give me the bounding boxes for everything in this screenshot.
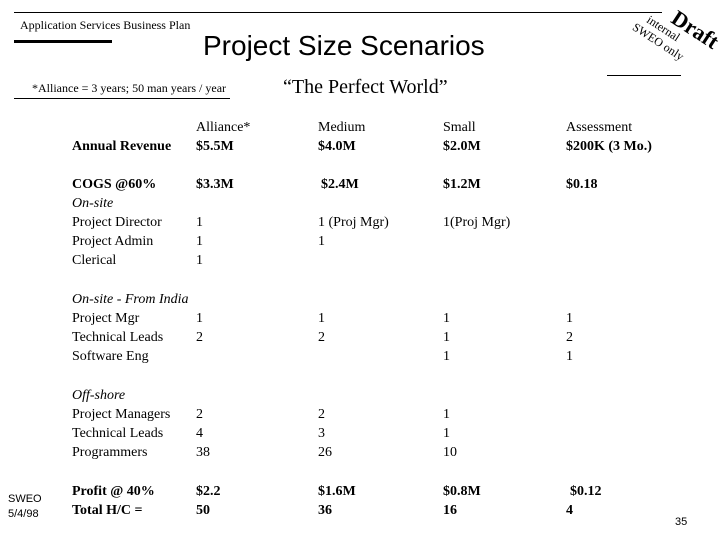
revenue-assessment: $200K (3 Mo.) (566, 139, 652, 154)
offshore-row-medium: 3 (318, 426, 325, 441)
onsite-row-small: 1(Proj Mgr) (443, 215, 511, 230)
stamp-rule (607, 75, 681, 76)
offshore-row-label: Technical Leads (72, 426, 164, 441)
headcount-label: Total H/C = (72, 503, 143, 518)
cogs-alliance: $3.3M (196, 177, 234, 192)
page-subtitle: “The Perfect World” (283, 76, 448, 98)
page-title: Project Size Scenarios (203, 30, 485, 61)
headcount-assessment: 4 (566, 503, 573, 518)
india-row-medium: 2 (318, 330, 325, 345)
onsite-row-alliance: 1 (196, 234, 203, 249)
onsite-row-medium: 1 (318, 234, 325, 249)
india-row-label: Technical Leads (72, 330, 164, 345)
offshore-row-alliance: 2 (196, 407, 203, 422)
alliance-note-rule (14, 98, 230, 99)
cogs-medium: $2.4M (321, 177, 359, 192)
header-underbar (14, 40, 112, 43)
profit-medium: $1.6M (318, 484, 356, 499)
offshore-row-alliance: 4 (196, 426, 203, 441)
footer-date: 5/4/98 (8, 508, 39, 520)
offshore-heading: Off-shore (72, 388, 126, 403)
profit-alliance: $2.2 (196, 484, 221, 499)
cogs-assessment: $0.18 (566, 177, 598, 192)
top-rule (14, 12, 662, 13)
column-header-alliance: Alliance* (196, 120, 251, 135)
offshore-row-label: Programmers (72, 445, 148, 460)
footer-org: SWEO (8, 493, 42, 505)
onsite-heading: On-site (72, 196, 114, 211)
india-row-assessment: 2 (566, 330, 573, 345)
offshore-row-medium: 26 (318, 445, 332, 460)
onsite-row-medium: 1 (Proj Mgr) (318, 215, 389, 230)
business-plan-label: Application Services Business Plan (20, 18, 191, 32)
alliance-note: *Alliance = 3 years; 50 man years / year (32, 81, 227, 95)
offshore-row-small: 10 (443, 445, 457, 460)
onsite-row-alliance: 1 (196, 215, 203, 230)
onsite-row-alliance: 1 (196, 253, 203, 268)
revenue-small: $2.0M (443, 139, 481, 154)
offshore-row-medium: 2 (318, 407, 325, 422)
india-row-assessment: 1 (566, 349, 573, 364)
onsite-row-label: Project Director (72, 215, 162, 230)
offshore-row-small: 1 (443, 407, 450, 422)
headcount-small: 16 (443, 503, 457, 518)
footer-org-date: SWEO 5/4/98 (8, 492, 42, 522)
india-row-small: 1 (443, 349, 450, 364)
offshore-row-small: 1 (443, 426, 450, 441)
india-heading: On-site - From India (72, 292, 189, 307)
offshore-row-alliance: 38 (196, 445, 210, 460)
cogs-label: COGS @60% (72, 177, 157, 192)
column-header-medium: Medium (318, 120, 366, 135)
column-header-assessment: Assessment (566, 120, 633, 135)
revenue-alliance: $5.5M (196, 139, 234, 154)
india-row-alliance: 1 (196, 311, 203, 326)
india-row-small: 1 (443, 330, 450, 345)
revenue-medium: $4.0M (318, 139, 356, 154)
page-number: 35 (675, 516, 688, 528)
india-row-medium: 1 (318, 311, 325, 326)
offshore-row-label: Project Managers (72, 407, 171, 422)
draft-stamp: Draft internal SWEO only (606, 0, 720, 107)
profit-assessment: $0.12 (570, 484, 602, 499)
headcount-alliance: 50 (196, 503, 210, 518)
onsite-row-label: Clerical (72, 253, 117, 268)
india-row-label: Software Eng (72, 349, 149, 364)
india-row-assessment: 1 (566, 311, 573, 326)
india-row-small: 1 (443, 311, 450, 326)
profit-label: Profit @ 40% (72, 484, 155, 499)
india-row-label: Project Mgr (72, 311, 140, 326)
onsite-row-label: Project Admin (72, 234, 154, 249)
column-header-small: Small (443, 120, 476, 135)
headcount-medium: 36 (318, 503, 332, 518)
india-row-alliance: 2 (196, 330, 203, 345)
revenue-label: Annual Revenue (72, 139, 172, 154)
profit-small: $0.8M (443, 484, 481, 499)
cogs-small: $1.2M (443, 177, 481, 192)
